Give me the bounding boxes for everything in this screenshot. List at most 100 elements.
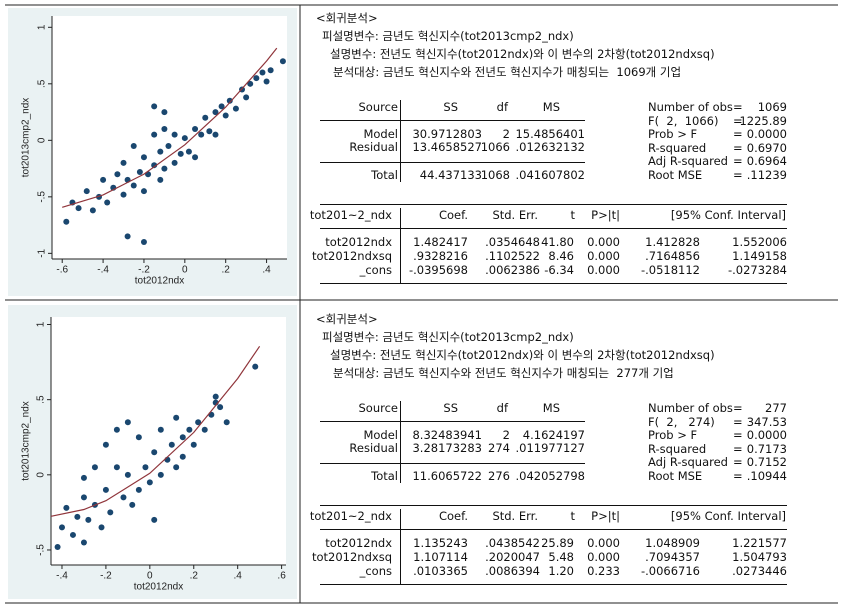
- point: [171, 131, 178, 138]
- point: [247, 80, 254, 87]
- point: [80, 539, 87, 546]
- point: [129, 501, 136, 508]
- coef-cell: -.0395698: [408, 263, 468, 277]
- header-line: 피설명변수: 금년도 혁신지수(tot2013cmp2_ndx): [322, 330, 574, 344]
- coef-cell: .7094357: [645, 550, 700, 564]
- x-tick-label: .6: [277, 571, 286, 582]
- header-line: <회귀분석>: [316, 312, 378, 326]
- anova-cell: Model: [363, 127, 398, 141]
- stat-label: R-squared: [648, 441, 707, 456]
- coef-cell: 0.233: [587, 564, 620, 578]
- anova-cell: .011977127: [515, 441, 585, 455]
- stat-value: .10944: [746, 469, 787, 483]
- point: [140, 239, 147, 246]
- x-tick-label: -.6: [56, 265, 68, 276]
- point: [130, 182, 137, 189]
- coef-cell: .0438542: [485, 536, 540, 550]
- stat-value: 0.0000: [746, 127, 787, 142]
- stat-value: 0.6970: [746, 140, 787, 155]
- point: [217, 404, 224, 411]
- x-tick-label: .4: [234, 571, 243, 582]
- point: [58, 524, 65, 531]
- coef-cell: 0.000: [587, 235, 620, 249]
- coef-cell: 1.135243: [413, 536, 468, 550]
- stat-equals: =: [733, 401, 743, 415]
- coef-cell: .0273446: [732, 564, 787, 578]
- anova-column: df: [496, 100, 508, 114]
- coef-cell: 1.221577: [732, 536, 787, 550]
- point: [113, 426, 120, 433]
- coef-cell: .0103365: [413, 564, 468, 578]
- anova-column: SS: [443, 401, 458, 415]
- anova-column: df: [496, 401, 508, 415]
- point: [140, 154, 147, 161]
- point: [206, 128, 213, 135]
- stat-value: 1069: [757, 100, 787, 114]
- stat-value: 1225.89: [739, 113, 787, 128]
- point: [104, 199, 111, 206]
- anova-cell: 4.1624197: [522, 428, 585, 442]
- stat-label: Adj R-squared: [648, 154, 728, 169]
- y-axis-label: tot2013cmp2_ndx: [21, 98, 32, 178]
- point: [151, 103, 158, 110]
- point: [75, 205, 82, 212]
- coef-column: t: [570, 509, 575, 523]
- coef-cell: -.0518112: [640, 263, 700, 277]
- stat-value: 0.7173: [746, 441, 787, 456]
- coef-cell: .0354648: [485, 235, 540, 249]
- point: [157, 471, 164, 478]
- anova-total: .041607802: [515, 168, 585, 182]
- anova-total: 44.437133: [419, 168, 482, 182]
- coef-column: Std. Err.: [492, 509, 538, 523]
- coef-column: [95% Conf. Interval]: [670, 509, 786, 523]
- coef-cell: 0.000: [587, 263, 620, 277]
- x-axis-label: tot2012ndx: [134, 582, 184, 593]
- coef-cell: .0062386: [485, 263, 540, 277]
- fit-line: [50, 345, 261, 517]
- point: [201, 426, 208, 433]
- point: [85, 516, 92, 523]
- header-line: 설명변수: 전년도 혁신지수(tot2012ndx)와 이 변수의 2차항(to…: [330, 348, 715, 362]
- anova-cell: 30.9712803: [412, 127, 482, 141]
- stat-label: F( 2, 274): [648, 414, 715, 429]
- coef-cell: 0.000: [587, 249, 620, 263]
- rule: [320, 204, 787, 205]
- coef-cell: 0.000: [587, 536, 620, 550]
- x-tick-label: 0: [147, 571, 153, 582]
- point: [140, 188, 147, 195]
- point: [120, 191, 127, 198]
- point: [267, 67, 274, 74]
- point: [173, 464, 180, 471]
- stat-equals: =: [733, 168, 743, 182]
- point: [63, 218, 70, 225]
- point: [252, 363, 259, 370]
- coef-cell: 1.149158: [732, 249, 787, 263]
- coef-cell: 1.107114: [413, 550, 468, 564]
- rule: [320, 228, 787, 229]
- coef-cell: -.0273284: [727, 263, 787, 277]
- x-tick-label: -.2: [138, 265, 150, 276]
- coef-cell: 1.552006: [732, 235, 787, 249]
- coef-column: Std. Err.: [492, 208, 538, 222]
- point: [151, 449, 158, 456]
- stat-label: Root MSE: [648, 469, 703, 483]
- point: [120, 159, 127, 166]
- point: [226, 97, 233, 104]
- point: [243, 94, 250, 101]
- stat-value: 0.0000: [746, 428, 787, 443]
- point: [212, 109, 219, 116]
- point: [124, 471, 131, 478]
- rule: [400, 100, 401, 182]
- coef-cell: 0.000: [587, 550, 620, 564]
- header-line: 분석대상: 금년도 혁신지수와 전년도 혁신지수가 매칭되는 1069개 기업: [333, 65, 682, 79]
- point: [157, 148, 164, 155]
- x-tick-label: .2: [222, 265, 231, 276]
- point: [157, 426, 164, 433]
- coef-cell: tot2012ndxsq: [311, 249, 392, 263]
- point: [179, 453, 186, 460]
- point: [202, 114, 209, 121]
- stat-label: Adj R-squared: [648, 455, 728, 470]
- x-tick-label: -.2: [100, 571, 112, 582]
- x-tick-label: .4: [262, 265, 271, 276]
- point: [171, 159, 178, 166]
